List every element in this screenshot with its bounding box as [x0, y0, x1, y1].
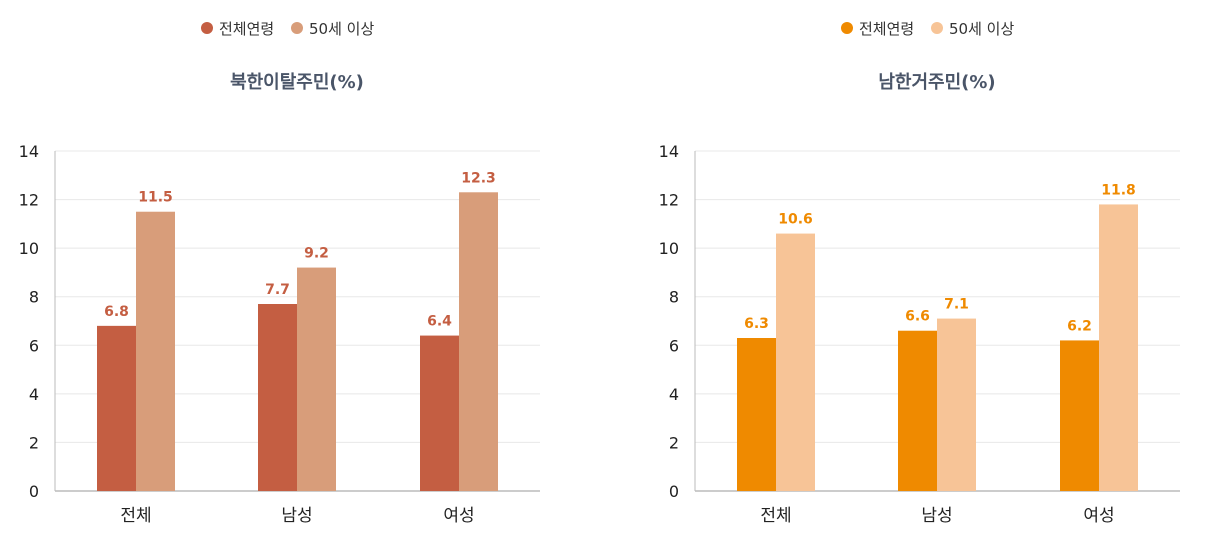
data-label: 11.8 [1101, 182, 1136, 198]
y-tick-label: 12 [659, 191, 679, 210]
legend-swatch [931, 22, 943, 34]
bar-all-ages [898, 330, 937, 491]
legend-item: 전체연령 [201, 20, 274, 38]
legend-item: 50세 이상 [931, 20, 1014, 38]
y-tick-label: 10 [19, 239, 39, 258]
legend: 전체연령 50세 이상 [201, 20, 374, 38]
data-label: 6.4 [427, 314, 452, 330]
bar-over-50 [937, 318, 976, 491]
data-label: 6.2 [1067, 318, 1092, 334]
legend-label: 50세 이상 [949, 20, 1014, 38]
bar-all-ages [97, 325, 136, 491]
y-tick-label: 4 [29, 385, 39, 404]
chart-title: 남한거주민(%) [878, 72, 995, 93]
y-tick-label: 2 [29, 433, 39, 452]
bar-over-50 [459, 192, 498, 492]
bar-all-ages [258, 304, 297, 491]
legend-label: 전체연령 [859, 20, 914, 38]
y-tick-label: 8 [29, 288, 39, 307]
legend-item: 50세 이상 [291, 20, 374, 38]
data-label: 6.8 [104, 304, 129, 320]
y-tick-label: 14 [19, 142, 39, 161]
legend-label: 전체연령 [219, 20, 274, 38]
bar-all-ages [420, 335, 459, 491]
y-tick-label: 0 [669, 482, 679, 501]
bar-over-50 [1099, 204, 1138, 491]
data-label: 7.7 [265, 282, 290, 298]
y-tick-label: 4 [669, 385, 679, 404]
y-tick-label: 14 [659, 142, 679, 161]
data-label: 9.2 [304, 246, 329, 262]
x-tick-label: 여성 [1083, 506, 1114, 526]
legend-swatch [291, 22, 303, 34]
data-label: 6.6 [905, 309, 930, 325]
bar-over-50 [297, 267, 336, 491]
y-tick-label: 0 [29, 482, 39, 501]
data-label: 12.3 [461, 170, 496, 186]
legend-swatch [841, 22, 853, 34]
y-tick-label: 2 [669, 433, 679, 452]
x-tick-label: 전체 [760, 506, 791, 526]
bar-all-ages [1060, 340, 1099, 491]
y-tick-label: 6 [669, 336, 679, 355]
data-label: 10.6 [778, 212, 813, 228]
legend-item: 전체연령 [841, 20, 914, 38]
data-label: 7.1 [944, 297, 969, 313]
bar-over-50 [136, 211, 175, 491]
data-label: 11.5 [138, 190, 173, 206]
legend-label: 50세 이상 [309, 20, 374, 38]
legend: 전체연령 50세 이상 [841, 20, 1014, 38]
x-tick-label: 남성 [281, 506, 312, 526]
y-tick-label: 12 [19, 191, 39, 210]
bar-over-50 [776, 233, 815, 492]
x-tick-label: 전체 [120, 506, 151, 526]
x-tick-label: 남성 [921, 506, 952, 526]
bar-all-ages [737, 338, 776, 491]
legend-swatch [201, 22, 213, 34]
data-label: 6.3 [744, 316, 769, 332]
y-tick-label: 10 [659, 239, 679, 258]
x-tick-label: 여성 [443, 506, 474, 526]
y-tick-label: 6 [29, 336, 39, 355]
y-tick-label: 8 [669, 288, 679, 307]
chart-title: 북한이탈주민(%) [230, 72, 364, 93]
